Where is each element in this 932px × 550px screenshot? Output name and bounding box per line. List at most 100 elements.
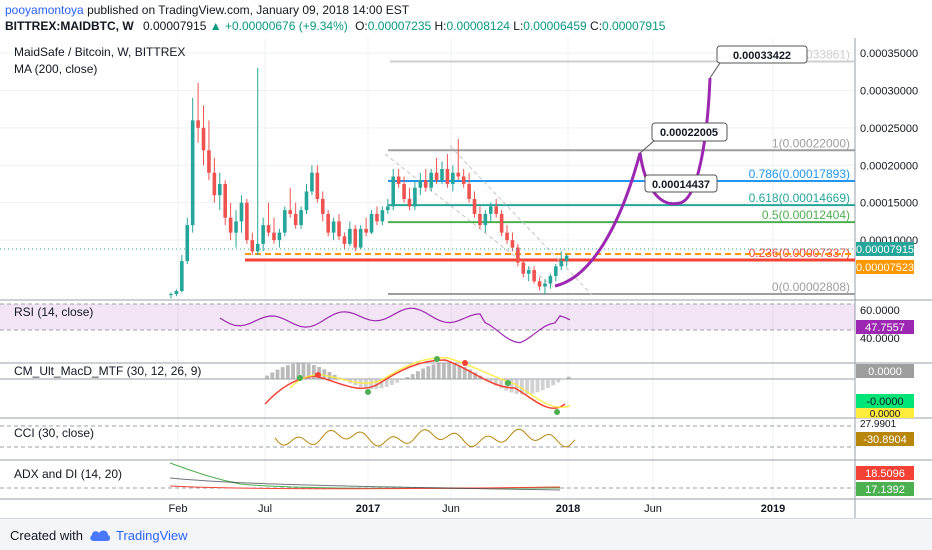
macd-line — [264, 359, 566, 409]
symbol-label: BITTREX:MAIDBTC, W — [5, 19, 134, 33]
macd-bar — [494, 379, 498, 386]
macd-bar — [442, 362, 446, 379]
macd-bar — [473, 372, 477, 379]
adx-value-minus: 17.1392 — [865, 484, 905, 496]
candle-body — [212, 172, 217, 196]
macd-bar — [312, 365, 316, 379]
macd-bar — [384, 379, 389, 387]
macd-bar — [374, 379, 379, 389]
candle-body — [423, 180, 428, 188]
candle-body — [304, 191, 309, 211]
fib-label-3: 0.618(0.00014669) — [749, 191, 850, 205]
chart-canvas[interactable]: MaidSafe / Bitcoin, W, BITTREX MA (200, … — [0, 38, 932, 518]
macd-bar — [390, 379, 394, 385]
footer-brand-link[interactable]: TradingView — [116, 528, 188, 543]
macd-bar — [379, 379, 384, 389]
callout-top[interactable]: 0.00033422 — [709, 45, 808, 79]
candle-body — [521, 262, 526, 274]
rsi-pane[interactable]: RSI (14, close) 60.0000 40.0000 47.7557 — [0, 303, 914, 345]
candle-body — [472, 198, 477, 214]
fib-label-6: 0(0.00002808) — [772, 280, 850, 294]
candle-body — [223, 183, 227, 218]
candle-body — [391, 176, 396, 207]
price-axis[interactable]: 0.00035000 0.00030000 0.00025000 0.00020000… — [860, 48, 918, 247]
price-tick-0: 0.00035000 — [860, 48, 918, 60]
candle-body — [180, 261, 184, 292]
time-tick-3: Jun — [442, 503, 460, 515]
fibonacci-retracement[interactable]: 1.618(0.00033861)1(0.00022000)0.786(0.00… — [245, 47, 855, 295]
callout-top-text: 0.00033422 — [733, 50, 791, 62]
candle-body — [375, 213, 379, 222]
candle-body — [537, 281, 542, 287]
macd-bar — [275, 369, 280, 379]
candle-body — [174, 291, 179, 295]
close-label: C: — [590, 19, 603, 33]
time-axis[interactable]: Feb Jul 2017 Jun 2018 Jun 2019 — [169, 503, 786, 515]
price-tick-1: 0.00030000 — [860, 85, 918, 97]
ma-label: MA (200, close) — [14, 62, 97, 76]
rsi-tick-60: 60.0000 — [860, 305, 900, 317]
candle-body — [320, 198, 325, 214]
time-tick-2: 2017 — [356, 503, 380, 515]
time-tick-1: Jul — [258, 503, 272, 515]
candle-body — [461, 176, 466, 184]
macd-bar — [410, 374, 415, 379]
cci-pane[interactable]: CCI (30, close) 27.9901 -30.8904 — [0, 419, 914, 448]
fib-label-1: 1(0.00022000) — [772, 136, 850, 150]
candle-body — [386, 206, 390, 211]
cci-value: -30.8904 — [863, 434, 906, 446]
adx-pane[interactable]: ADX and DI (14, 20) 18.5096 17.1392 — [0, 462, 914, 496]
candle-body — [358, 228, 363, 248]
macd-pane[interactable]: CM_Ult_MacD_MTF (30, 12, 26, 9) 0.0000 -… — [0, 356, 914, 420]
candle-body — [326, 213, 330, 233]
macd-bar — [535, 379, 540, 393]
macd-value-signal: -0.0000 — [866, 396, 903, 408]
publish-line: pooyamontoya published on TradingView.co… — [5, 3, 409, 17]
rsi-line — [219, 307, 571, 344]
candle-body — [483, 213, 488, 226]
time-tick-0: Feb — [169, 503, 188, 515]
fib-label-2: 0.786(0.00017893) — [749, 167, 850, 181]
macd-bar — [530, 379, 535, 394]
candle-body — [380, 210, 385, 222]
low-value: 0.00006459 — [523, 19, 587, 33]
candle-body — [516, 247, 520, 263]
adx-line — [169, 477, 561, 491]
candle-body — [407, 198, 412, 207]
candle-body — [543, 283, 547, 287]
candle-body — [499, 213, 504, 233]
macd-bar — [426, 366, 431, 379]
candle-body — [277, 232, 282, 241]
rsi-label: RSI (14, close) — [14, 305, 93, 319]
trend-channel[interactable] — [384, 145, 593, 296]
rsi-tick-40: 40.0000 — [860, 333, 900, 345]
candle-body — [272, 232, 276, 241]
candle-body — [255, 243, 260, 252]
candle-body — [456, 172, 461, 177]
price-tick-4: 0.00015000 — [860, 198, 918, 210]
price-tick-2: 0.00025000 — [860, 123, 918, 135]
quote-line: BITTREX:MAIDBTC, W 0.00007915 ▲ +0.00000… — [5, 19, 665, 33]
candle-body — [261, 225, 265, 244]
cci-line — [274, 428, 576, 448]
candle-body — [478, 213, 482, 226]
candle-body — [337, 221, 341, 237]
macd-value-main: 0.0000 — [868, 366, 902, 378]
macd-bar — [416, 371, 420, 379]
candle-body — [207, 150, 211, 173]
candle-body — [451, 172, 455, 184]
time-tick-6: 2019 — [761, 503, 785, 515]
macd-bar — [306, 363, 311, 379]
callout-low[interactable]: 0.00014437 — [644, 174, 718, 193]
candle-body — [169, 294, 173, 296]
callout-mid[interactable]: 0.00022005 — [639, 122, 728, 154]
high-value: 0.00008124 — [446, 19, 510, 33]
candle-body — [440, 169, 444, 181]
macd-bar — [566, 376, 571, 379]
candle-body — [185, 225, 190, 262]
fib-label-4: 0.5(0.00012404) — [762, 208, 850, 222]
macd-bar — [369, 379, 373, 389]
candle-body — [234, 221, 238, 233]
cci-label: CCI (30, close) — [14, 426, 94, 440]
author-link[interactable]: pooyamontoya — [5, 3, 84, 17]
